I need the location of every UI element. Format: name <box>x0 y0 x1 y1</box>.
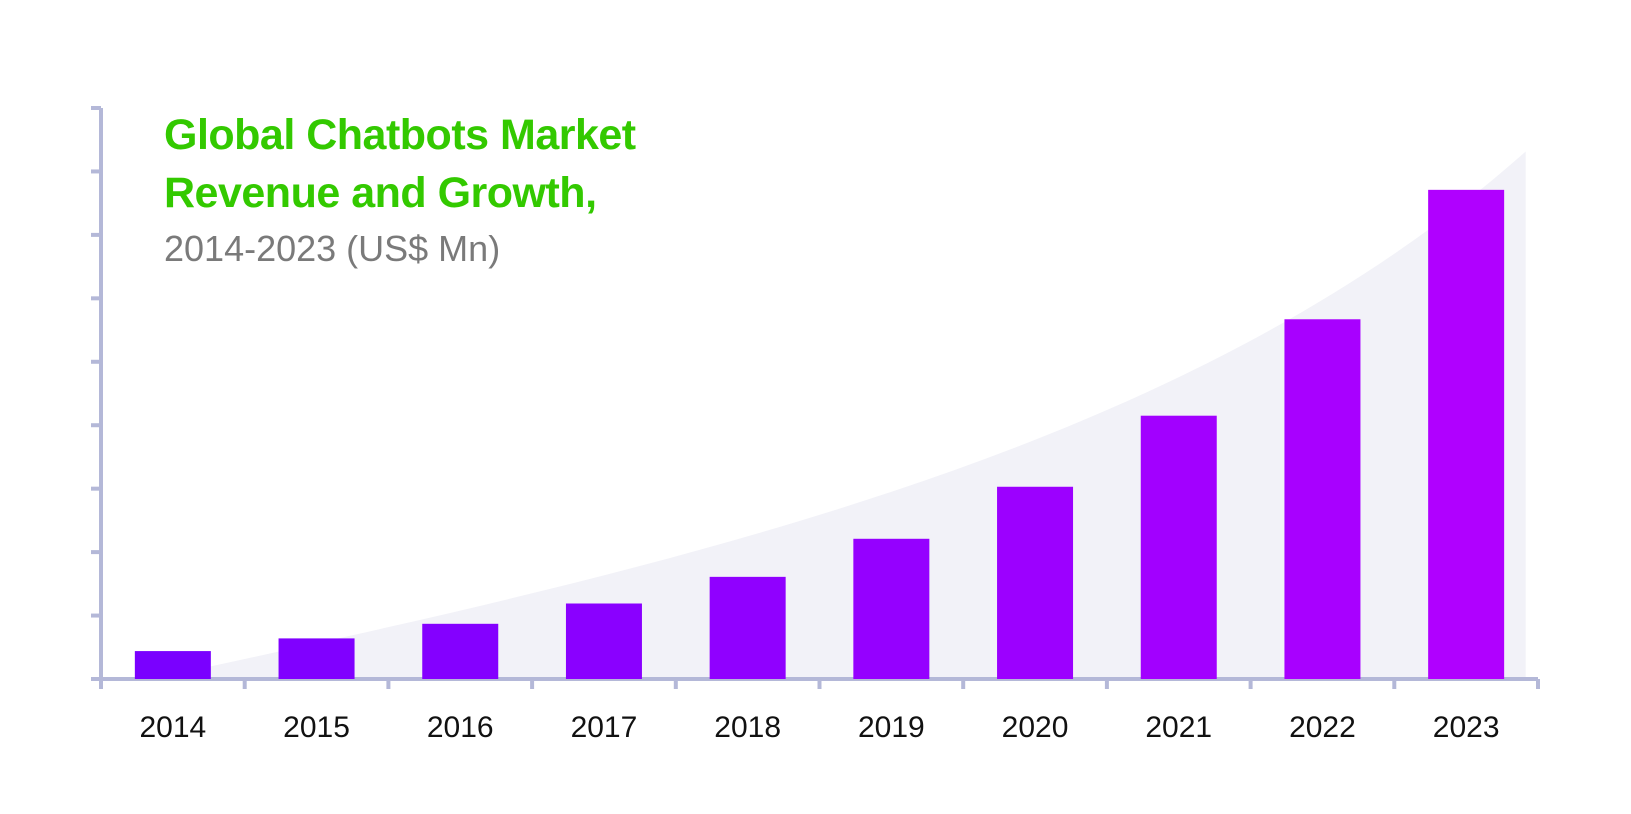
x-tick-label: 2017 <box>571 711 638 744</box>
bar <box>1284 319 1361 679</box>
chart-title: Global Chatbots Market Revenue and Growt… <box>164 111 636 217</box>
bar <box>997 486 1074 679</box>
bar <box>1428 189 1505 680</box>
x-tick-label: 2018 <box>714 711 781 744</box>
x-tick-label: 2020 <box>1002 711 1069 744</box>
x-tick-label: 2019 <box>858 711 925 744</box>
x-tick-label: 2014 <box>139 711 206 744</box>
bar <box>134 651 211 679</box>
x-tick-label: 2015 <box>283 711 350 744</box>
bar <box>1140 415 1217 679</box>
bar <box>565 603 642 679</box>
bar <box>278 638 355 679</box>
bar <box>422 623 499 679</box>
x-tick-label: 2023 <box>1433 711 1500 744</box>
x-tick-label: 2021 <box>1145 711 1212 744</box>
bar <box>853 538 930 679</box>
x-tick-label: 2016 <box>427 711 494 744</box>
chart-subtitle: 2014-2023 (US$ Mn) <box>164 228 501 269</box>
x-tick-label: 2022 <box>1289 711 1356 744</box>
bar <box>709 576 786 679</box>
